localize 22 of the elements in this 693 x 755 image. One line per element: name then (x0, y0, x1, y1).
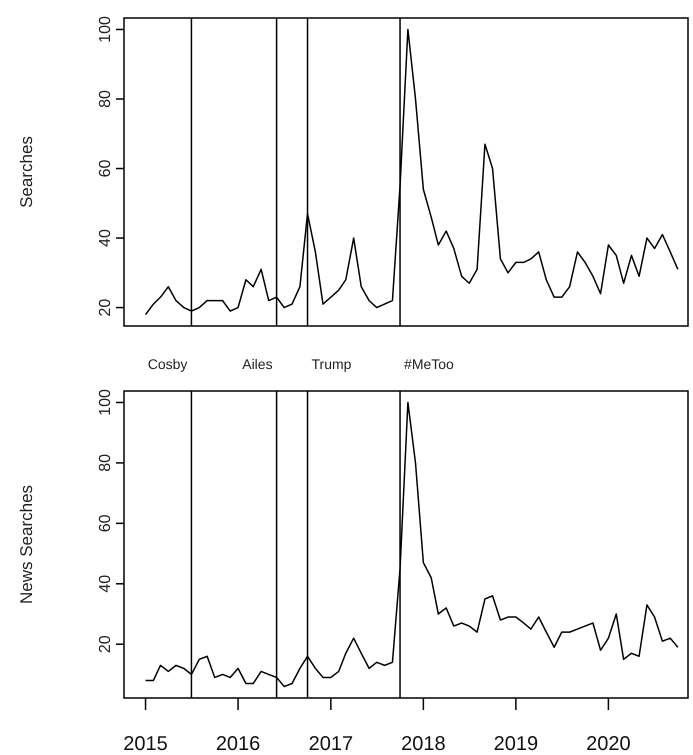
y-tick-label: 20 (97, 298, 114, 316)
y-tick-label: 100 (97, 389, 114, 416)
ref-line-label: Ailes (242, 356, 273, 372)
y-tick-label: 80 (97, 454, 114, 472)
y-tick-label: 60 (97, 160, 114, 178)
x-tick-label: 2019 (494, 733, 538, 755)
x-tick-label: 2015 (123, 733, 168, 755)
y-axis-title: Searches (17, 136, 36, 208)
ref-line-label: Trump (312, 356, 352, 372)
ref-line-label: Cosby (148, 356, 188, 372)
x-tick-label: 2016 (216, 733, 260, 755)
y-tick-label: 100 (97, 16, 114, 43)
y-tick-label: 20 (97, 635, 114, 654)
y-tick-label: 80 (97, 90, 114, 108)
y-tick-label: 60 (97, 514, 114, 532)
y-tick-label: 40 (97, 229, 114, 247)
ref-line-label: #MeToo (404, 356, 454, 372)
y-axis-title: News Searches (17, 484, 36, 604)
y-tick-label: 40 (97, 574, 114, 593)
x-tick-label: 2020 (586, 733, 631, 755)
x-tick-label: 2018 (401, 733, 446, 755)
x-tick-label: 2017 (308, 733, 354, 755)
